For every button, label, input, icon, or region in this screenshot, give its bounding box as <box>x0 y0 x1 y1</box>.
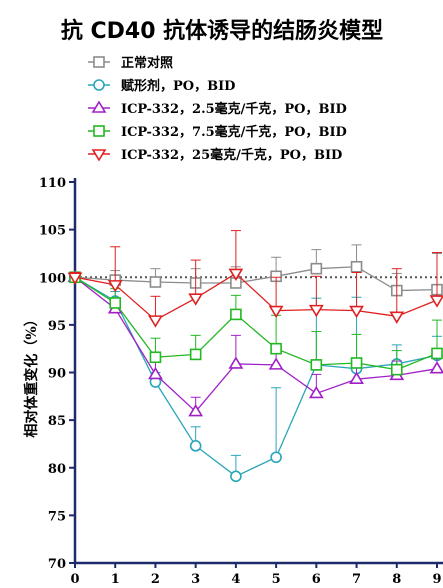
data-point <box>109 297 122 309</box>
data-point <box>149 276 162 288</box>
data-point <box>148 366 163 380</box>
data-point <box>429 295 443 308</box>
series-line <box>74 276 438 371</box>
series-4 <box>69 271 443 376</box>
data-point <box>349 371 364 384</box>
data-point <box>431 347 443 360</box>
data-point <box>308 385 324 399</box>
x-tick-label: 5 <box>272 572 281 587</box>
data-point <box>268 357 284 370</box>
x-tick-label: 1 <box>111 572 120 587</box>
data-point <box>350 260 363 273</box>
data-point <box>310 359 323 371</box>
chart-title: 抗 CD40 抗体诱导的结肠炎模型 <box>61 18 383 44</box>
data-point <box>189 440 202 452</box>
legend-label: ICP-332，7.5毫克/千克，PO，BID <box>121 124 347 140</box>
legend-marker <box>93 125 105 137</box>
data-point <box>429 361 443 374</box>
y-tick-label: 95 <box>48 319 66 334</box>
data-point <box>308 304 324 318</box>
series-line <box>74 272 438 321</box>
y-tick-label: 70 <box>48 557 66 572</box>
y-tick-label: 110 <box>39 176 66 191</box>
legend-label: 赋形剂，PO，BID <box>121 78 235 94</box>
x-tick-label: 4 <box>231 572 240 587</box>
legend-marker <box>93 56 105 68</box>
data-point <box>228 356 244 369</box>
y-tick-label: 90 <box>48 367 66 382</box>
data-point <box>270 451 282 464</box>
data-point <box>107 280 123 293</box>
legend-marker <box>91 149 107 162</box>
series-line <box>74 266 438 292</box>
x-tick-label: 0 <box>70 572 79 587</box>
x-tick-label: 8 <box>392 572 401 587</box>
data-point <box>149 351 162 364</box>
data-point <box>67 272 83 285</box>
plot-area: 70 75 80 85 90 95 100 105 110 0 1 2 3 4 5 6 7 8 9 <box>39 176 443 587</box>
legend-label: ICP-332，25毫克/千克，PO，BID <box>121 147 342 163</box>
y-axis-label: 相对体重变化（%） <box>23 312 40 437</box>
data-point <box>390 363 403 376</box>
data-point <box>270 342 282 355</box>
data-point <box>350 357 363 369</box>
series-5 <box>67 230 443 328</box>
legend-item: ICP-332，25毫克/千克，PO，BID <box>88 147 342 163</box>
data-point <box>310 262 323 275</box>
y-tick-label: 80 <box>48 462 66 477</box>
x-tick-label: 3 <box>191 572 200 587</box>
series-1 <box>69 244 443 297</box>
data-point <box>389 311 405 324</box>
y-tick-label: 75 <box>48 509 66 524</box>
legend-label: 正常对照 <box>121 55 173 71</box>
data-point <box>268 305 284 319</box>
x-tick-label: 7 <box>352 572 361 587</box>
x-tick-label: 9 <box>432 572 441 587</box>
legend-marker <box>93 79 105 91</box>
data-point <box>230 308 242 321</box>
legend-item: ICP-332，7.5毫克/千克，PO，BID <box>88 124 347 140</box>
y-tick-label: 105 <box>39 224 66 239</box>
x-tick-label: 2 <box>151 572 160 587</box>
legend-item: 赋形剂，PO，BID <box>88 78 235 94</box>
legend-marker <box>91 100 107 113</box>
series-line <box>74 276 438 413</box>
legend-item: 正常对照 <box>88 55 173 71</box>
data-point <box>349 305 364 319</box>
legend-item: ICP-332，2.5毫克/千克，PO，BID <box>88 100 347 117</box>
y-tick-label: 100 <box>39 271 66 286</box>
data-point <box>230 470 242 483</box>
data-point <box>188 403 204 417</box>
data-point <box>189 348 202 361</box>
legend-label: ICP-332，2.5毫克/千克，PO，BID <box>121 101 347 117</box>
y-tick-label: 85 <box>48 414 66 429</box>
data-point <box>228 268 244 281</box>
data-point <box>188 293 204 306</box>
x-tick-label: 6 <box>312 572 321 587</box>
data-point <box>148 315 163 328</box>
